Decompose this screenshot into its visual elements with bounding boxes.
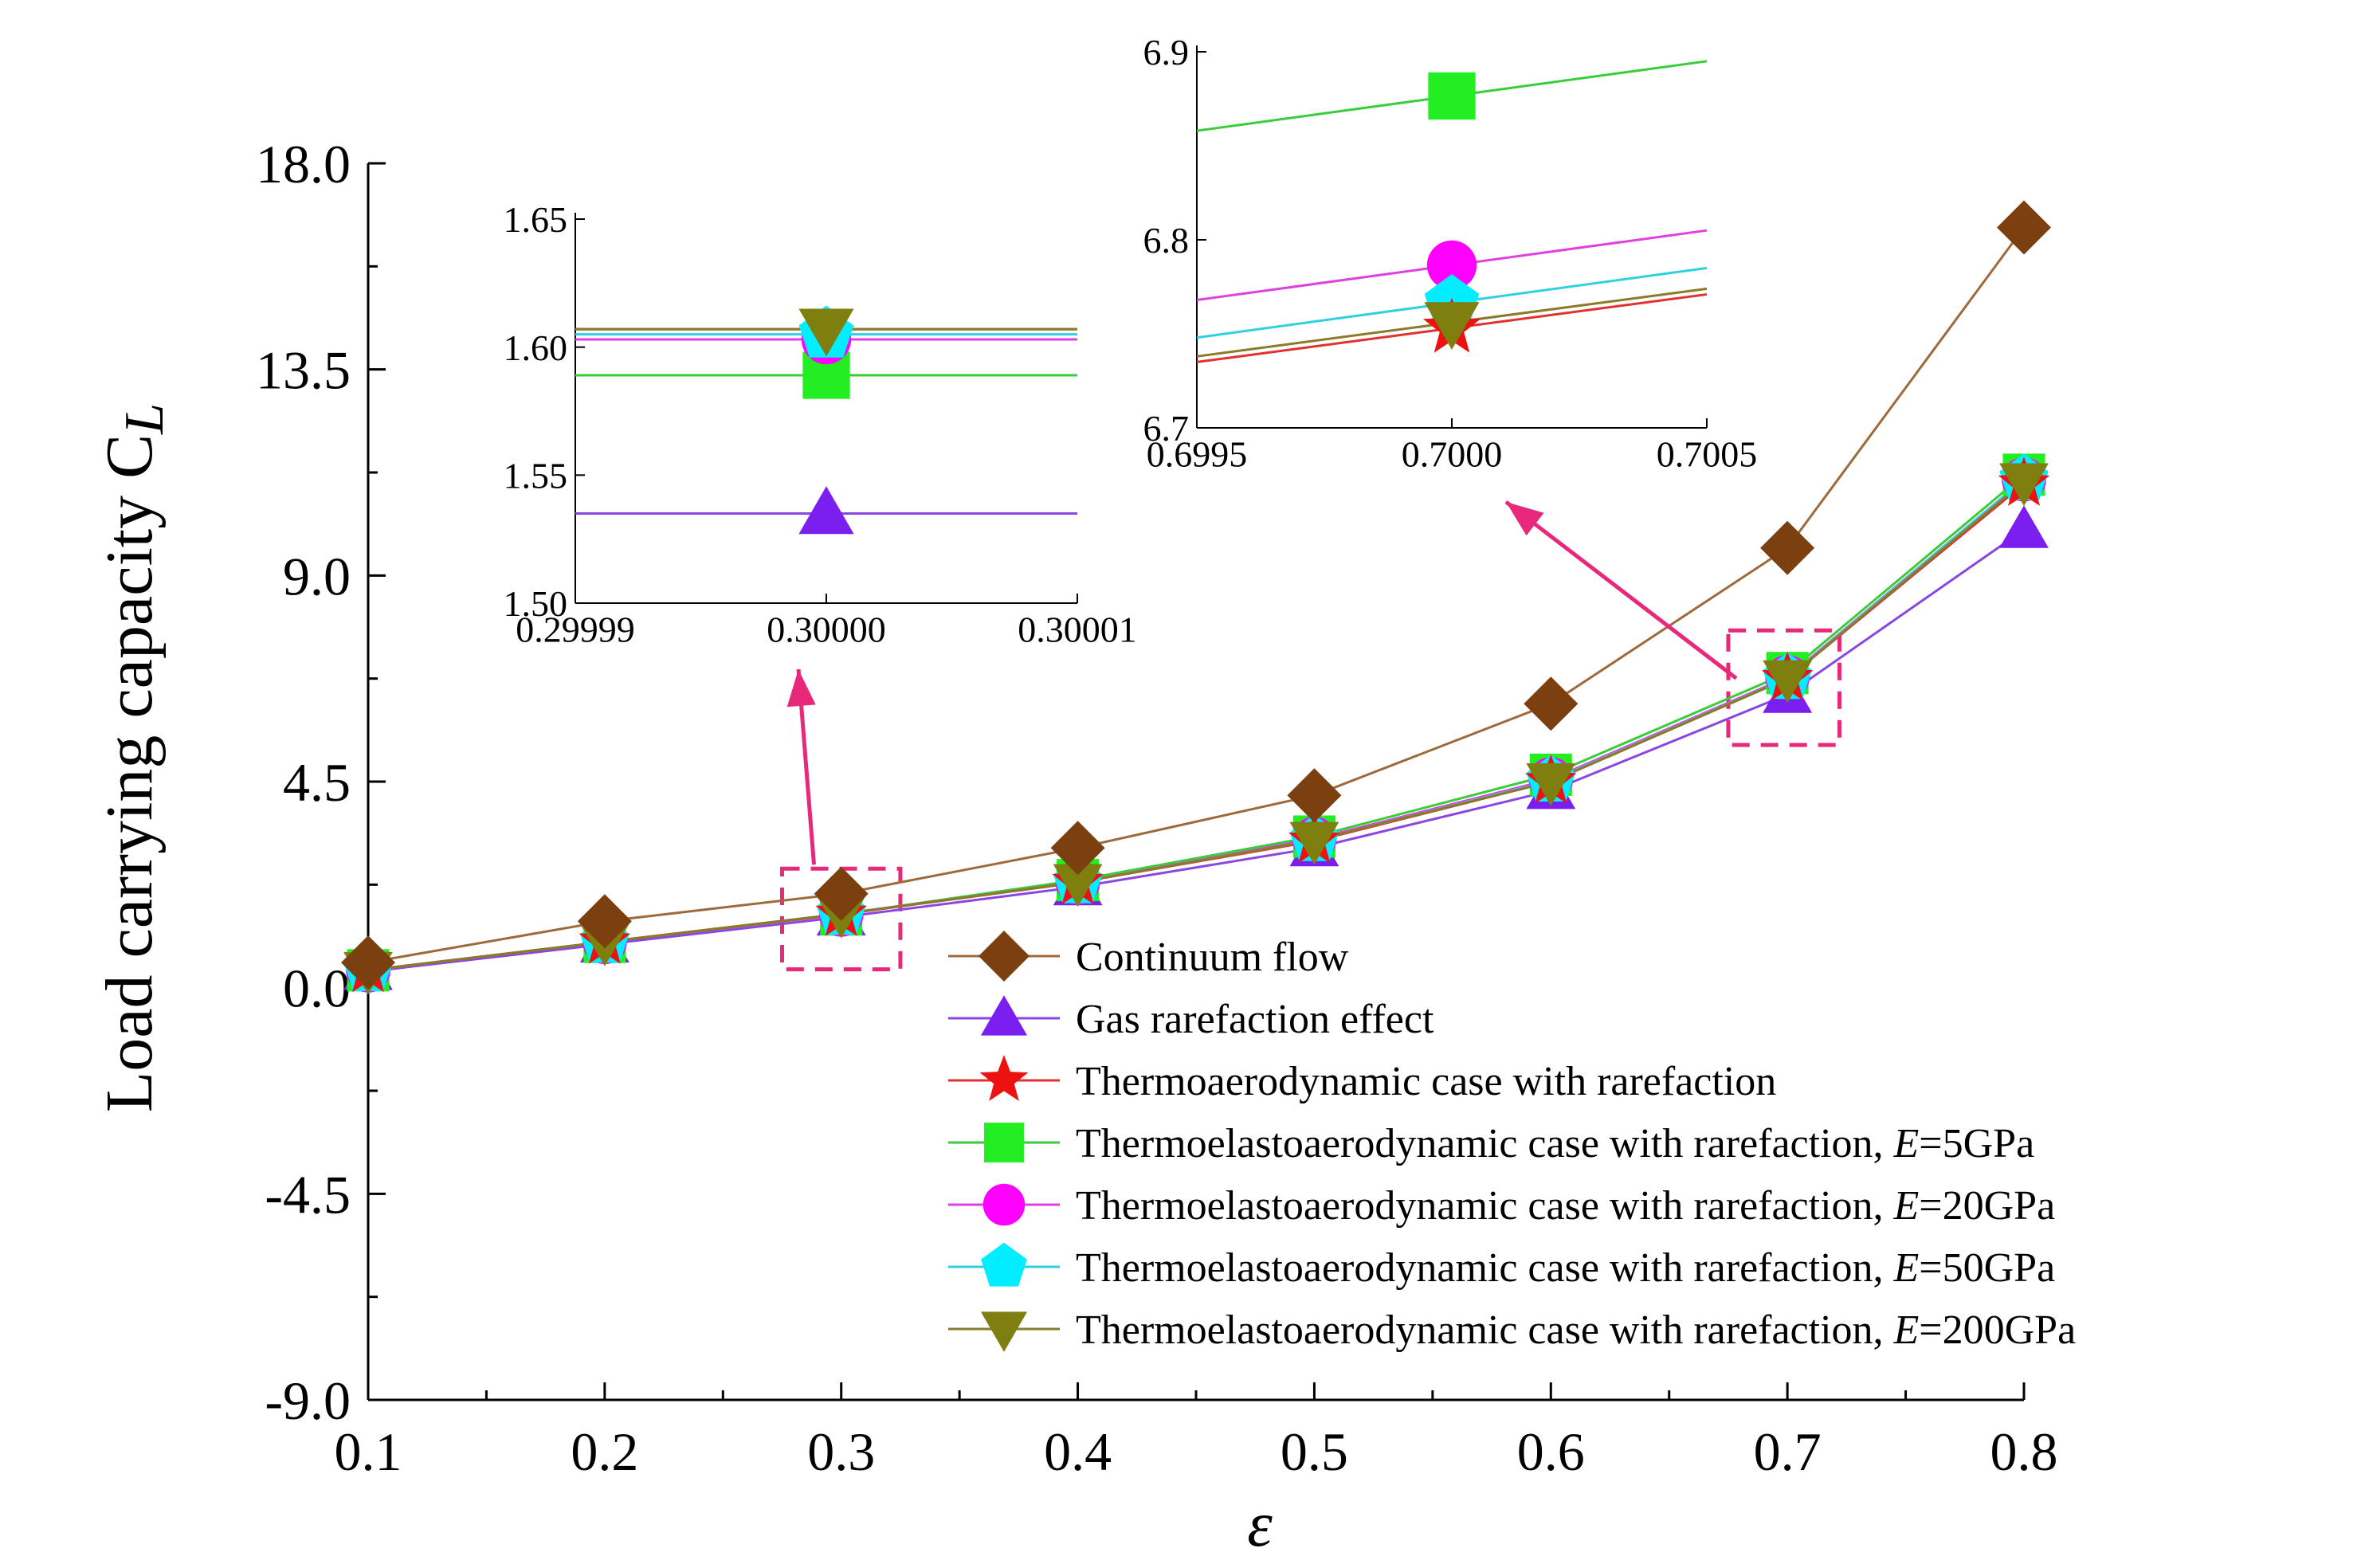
arrow-box1-head (786, 669, 816, 708)
legend-label-text: Gas rarefaction effect (1076, 997, 1434, 1042)
inset-x-tick-label: 0.30001 (1018, 609, 1137, 649)
y-axis-title-sub: L (114, 403, 175, 435)
inset-y-tick-label: 1.60 (504, 327, 568, 368)
point-continuum (1997, 200, 2051, 255)
legend-label-italic: E (1893, 1121, 1920, 1166)
inset-x-tick-label: 0.7005 (1657, 433, 1758, 474)
x-tick-label: 0.3 (807, 1421, 875, 1482)
point-continuum (1287, 768, 1342, 823)
x-tick-label: 0.5 (1281, 1421, 1348, 1482)
y-axis-title-text: Load carrying capacity C (92, 434, 167, 1112)
legend-marker-e5 (984, 1123, 1024, 1162)
x-tick-label: 0.7 (1754, 1421, 1822, 1482)
point-continuum (1760, 520, 1815, 575)
point-e200 (1999, 463, 2049, 507)
point-e200 (1763, 660, 1813, 704)
inset-arrows (786, 500, 1738, 865)
y-tick-label: 4.5 (283, 752, 351, 813)
inset-y-tick-label: 6.7 (1143, 408, 1190, 449)
legend-label-text: Thermoaerodynamic case with rarefaction (1076, 1059, 1776, 1104)
point-continuum (577, 894, 632, 949)
main-plot: -9.0 -4.5 0.0 4.5 9.0 13.5 18.0 0.1 0.2 0.3 0.4 0.5… (92, 134, 2058, 1560)
legend-label-suffix: =20GPa (1919, 1183, 2055, 1229)
inset-x-tick-label: 0.30000 (767, 609, 886, 649)
legend-label-suffix: =5GPa (1919, 1121, 2034, 1166)
legend-marker-e50 (981, 1242, 1027, 1287)
legend-label-continuum: Continuum flow (1076, 935, 1349, 980)
legend-label-italic: E (1893, 1245, 1920, 1291)
legend-marker-gas (980, 995, 1028, 1036)
point-e200 (1053, 864, 1103, 907)
arrow-box2-shaft (1504, 500, 1738, 680)
point-gas (1999, 505, 2049, 548)
point-continuum (1050, 821, 1105, 876)
x-tick-label: 0.1 (335, 1421, 402, 1482)
legend-label-suffix: =200GPa (1919, 1307, 2076, 1353)
inset-y-tick-label: 1.65 (504, 199, 568, 240)
y-tick-label: 9.0 (283, 546, 351, 606)
inset-plot-0-7: 6.7 6.8 6.9 0.6995 0.7000 0.7005 (1143, 32, 1758, 474)
point-e200 (1526, 763, 1576, 806)
point-continuum (341, 935, 395, 990)
y-tick-label: 0.0 (283, 958, 351, 1019)
legend-label-e5: Thermoelastoaerodynamic case with rarefa… (1076, 1121, 2034, 1166)
legend-label-text: Thermoelastoaerodynamic case with rarefa… (1076, 1245, 1894, 1291)
legend-label-text: Continuum flow (1076, 935, 1349, 980)
legend-marker-e20 (982, 1183, 1026, 1226)
legend-label-text: Thermoelastoaerodynamic case with rarefa… (1076, 1307, 1894, 1353)
x-axis-title: ε (1247, 1490, 1273, 1560)
x-tick-label: 0.2 (571, 1421, 638, 1482)
y-tick-label: 13.5 (256, 340, 351, 401)
point-continuum (1524, 676, 1579, 731)
inset-x-tick-label: 0.29999 (516, 609, 635, 649)
y-tick-label: -9.0 (265, 1370, 351, 1431)
legend-label-text: Thermoelastoaerodynamic case with rarefa… (1076, 1121, 1894, 1166)
y-tick-label: -4.5 (265, 1164, 351, 1225)
legend-label-gas: Gas rarefaction effect (1076, 997, 1434, 1042)
inset2-point-e5 (1428, 72, 1476, 120)
legend-label-e20: Thermoelastoaerodynamic case with rarefa… (1076, 1183, 2055, 1229)
legend: Continuum flow Gas rarefaction effect Ther… (948, 931, 2076, 1353)
x-tick-label: 0.6 (1517, 1421, 1585, 1482)
inset-plot-0-3: 1.50 1.55 1.60 1.65 0.29999 0.30000 0.30001 (504, 199, 1137, 649)
arrow-box2-head (1506, 502, 1544, 536)
legend-marker-e200 (980, 1311, 1028, 1352)
inset-y-tick-label: 6.9 (1143, 32, 1190, 73)
inset-x-tick-label: 0.6995 (1147, 433, 1248, 474)
inset-y-tick-label: 6.8 (1143, 220, 1190, 261)
inset2-point-e200 (1424, 302, 1480, 350)
legend-label-suffix: =50GPa (1919, 1245, 2055, 1291)
inset-y-tick-label: 1.50 (504, 583, 568, 624)
series-line-e200 (367, 480, 2025, 972)
point-continuum (814, 866, 869, 921)
legend-label-italic: E (1893, 1307, 1920, 1353)
inset-y-tick-label: 1.55 (504, 455, 568, 496)
legend-label-e50: Thermoelastoaerodynamic case with rarefa… (1076, 1245, 2055, 1291)
series-line-continuum (367, 226, 2026, 964)
legend-marker-continuum (979, 931, 1030, 982)
inset2-point-e20 (1426, 240, 1477, 291)
inset1-point-gas (798, 486, 854, 535)
legend-marker-thermo (979, 1055, 1029, 1101)
legend-label-text: Thermoelastoaerodynamic case with rarefa… (1076, 1183, 1894, 1229)
y-axis-title: Load carrying capacity CL (92, 403, 175, 1112)
x-tick-label: 0.4 (1044, 1421, 1112, 1482)
inset-x-tick-label: 0.7000 (1402, 433, 1503, 474)
y-tick-label: 18.0 (256, 134, 351, 194)
x-tick-label: 0.8 (1990, 1421, 2058, 1482)
legend-label-italic: E (1893, 1183, 1920, 1229)
series-line-gas (367, 528, 2025, 973)
legend-label-thermo: Thermoaerodynamic case with rarefaction (1076, 1059, 1776, 1104)
point-e200 (1289, 821, 1339, 865)
inset1-point-e200 (798, 308, 854, 357)
legend-label-e200: Thermoelastoaerodynamic case with rarefa… (1076, 1307, 2076, 1353)
